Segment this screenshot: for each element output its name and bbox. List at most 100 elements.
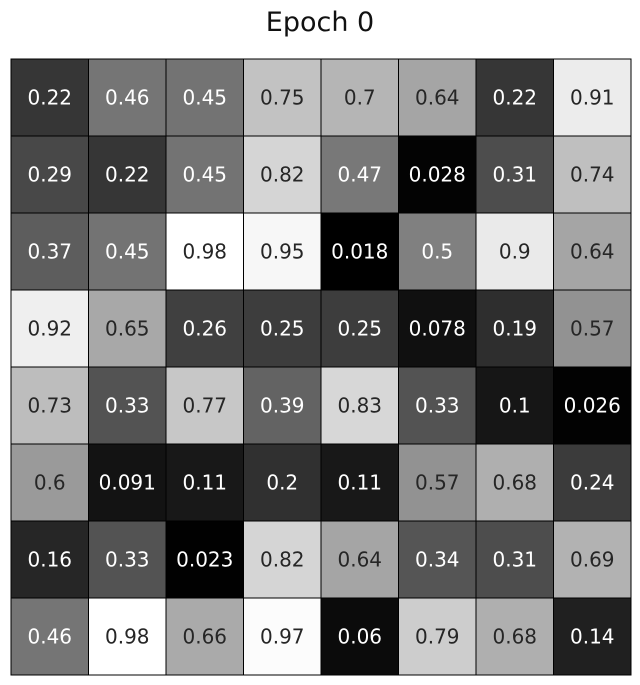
heatmap-cell-r2-c1: [88, 212, 167, 291]
heatmap-value-label-r4-c1: 0.33: [105, 394, 150, 418]
heatmap-cell-r7-c7: [553, 597, 632, 676]
heatmap-value-label-r1-c3: 0.82: [260, 163, 305, 187]
heatmap-value-label-r6-c0: 0.16: [27, 548, 72, 572]
heatmap-cell-r5-c4: [320, 443, 399, 522]
heatmap-value-label-r1-c0: 0.29: [27, 163, 72, 187]
heatmap-cell-r6-c4: [320, 520, 399, 599]
heatmap-cell-r5-c1: [88, 443, 167, 522]
heatmap-cell-r6-c0: [10, 520, 89, 599]
heatmap-value-label-r3-c7: 0.57: [570, 317, 615, 341]
heatmap-cell-r0-c0: [10, 58, 89, 137]
heatmap-cell-r0-c7: [553, 58, 632, 137]
heatmap-cell-r4-c6: [475, 366, 554, 445]
heatmap-cell-r3-c3: [243, 289, 322, 368]
heatmap-value-label-r6-c1: 0.33: [105, 548, 150, 572]
heatmap-cell-r2-c3: [243, 212, 322, 291]
heatmap-value-label-r2-c3: 0.95: [260, 240, 305, 264]
heatmap-value-label-r6-c3: 0.82: [260, 548, 305, 572]
heatmap-value-label-r7-c5: 0.79: [415, 625, 460, 649]
heatmap-value-label-r7-c4: 0.06: [337, 625, 382, 649]
heatmap-value-label-r0-c2: 0.45: [182, 86, 227, 110]
heatmap-cell-r1-c4: [320, 135, 399, 214]
heatmap-value-label-r7-c6: 0.68: [492, 625, 537, 649]
heatmap-cell-r7-c4: [320, 597, 399, 676]
heatmap-cells: [10, 58, 632, 676]
heatmap-value-label-r5-c5: 0.57: [415, 471, 460, 495]
heatmap-cell-r3-c4: [320, 289, 399, 368]
heatmap-cell-r4-c7: [553, 366, 632, 445]
heatmap-value-label-r7-c7: 0.14: [570, 625, 615, 649]
heatmap-value-label-r7-c3: 0.97: [260, 625, 305, 649]
heatmap-value-label-r2-c6: 0.9: [499, 240, 531, 264]
heatmap-value-label-r6-c6: 0.31: [492, 548, 537, 572]
heatmap-value-label-r5-c1: 0.091: [99, 471, 156, 495]
heatmap-value-label-r3-c2: 0.26: [182, 317, 227, 341]
heatmap-cell-r5-c6: [475, 443, 554, 522]
heatmap-value-label-r0-c0: 0.22: [27, 86, 72, 110]
heatmap-value-label-r0-c1: 0.46: [105, 86, 150, 110]
heatmap-value-label-r6-c2: 0.023: [176, 548, 233, 572]
heatmap-value-label-r1-c4: 0.47: [337, 163, 382, 187]
heatmap-value-label-r5-c0: 0.6: [34, 471, 66, 495]
heatmap-cell-r2-c2: [165, 212, 244, 291]
heatmap-cell-r1-c5: [398, 135, 477, 214]
heatmap-cell-r2-c6: [475, 212, 554, 291]
heatmap-cell-r4-c3: [243, 366, 322, 445]
heatmap-value-label-r3-c0: 0.92: [27, 317, 72, 341]
heatmap-cell-r5-c5: [398, 443, 477, 522]
heatmap-value-label-r4-c4: 0.83: [337, 394, 382, 418]
heatmap-value-labels: 0.22 0.46 0.45 0.75 0.7 0.64 0.22 0.91 0.29 0.22 0…: [27, 86, 620, 649]
heatmap-value-label-r7-c2: 0.66: [182, 625, 227, 649]
heatmap-cell-r6-c1: [88, 520, 167, 599]
heatmap-value-label-r4-c5: 0.33: [415, 394, 460, 418]
heatmap-cell-r5-c2: [165, 443, 244, 522]
heatmap-value-label-r5-c6: 0.68: [492, 471, 537, 495]
heatmap-value-label-r0-c5: 0.64: [415, 86, 460, 110]
heatmap-cell-r0-c3: [243, 58, 322, 137]
heatmap-cell-r6-c2: [165, 520, 244, 599]
heatmap-value-label-r3-c6: 0.19: [492, 317, 537, 341]
heatmap-cell-r0-c1: [88, 58, 167, 137]
heatmap-cell-r3-c2: [165, 289, 244, 368]
heatmap-cell-r1-c3: [243, 135, 322, 214]
heatmap-cell-r6-c7: [553, 520, 632, 599]
heatmap-value-label-r3-c3: 0.25: [260, 317, 305, 341]
heatmap-cell-r3-c6: [475, 289, 554, 368]
heatmap-value-label-r0-c3: 0.75: [260, 86, 305, 110]
heatmap-value-label-r1-c6: 0.31: [492, 163, 537, 187]
heatmap-value-label-r2-c5: 0.5: [421, 240, 453, 264]
chart-title: Epoch 0: [265, 7, 375, 38]
heatmap-value-label-r6-c7: 0.69: [570, 548, 615, 572]
heatmap-value-label-r5-c3: 0.2: [266, 471, 298, 495]
heatmap-value-label-r2-c4: 0.018: [331, 240, 388, 264]
heatmap-value-label-r1-c1: 0.22: [105, 163, 150, 187]
heatmap-value-label-r4-c6: 0.1: [499, 394, 531, 418]
heatmap-value-label-r1-c2: 0.45: [182, 163, 227, 187]
heatmap-cell-r1-c1: [88, 135, 167, 214]
heatmap-value-label-r4-c0: 0.73: [27, 394, 72, 418]
heatmap-cell-r4-c2: [165, 366, 244, 445]
heatmap-cell-r1-c7: [553, 135, 632, 214]
heatmap-value-label-r1-c5: 0.028: [409, 163, 466, 187]
heatmap-value-label-r0-c7: 0.91: [570, 86, 615, 110]
heatmap-value-label-r3-c1: 0.65: [105, 317, 150, 341]
heatmap-value-label-r2-c1: 0.45: [105, 240, 150, 264]
heatmap-value-label-r4-c7: 0.026: [564, 394, 621, 418]
heatmap-cell-r4-c5: [398, 366, 477, 445]
heatmap-value-label-r4-c3: 0.39: [260, 394, 305, 418]
heatmap-cell-r0-c4: [320, 58, 399, 137]
heatmap-cell-r6-c5: [398, 520, 477, 599]
heatmap-value-label-r0-c6: 0.22: [492, 86, 537, 110]
heatmap-value-label-r5-c2: 0.11: [182, 471, 227, 495]
heatmap-cell-r2-c4: [320, 212, 399, 291]
heatmap-value-label-r6-c5: 0.34: [415, 548, 460, 572]
heatmap-value-label-r0-c4: 0.7: [344, 86, 376, 110]
heatmap-value-label-r4-c2: 0.77: [182, 394, 227, 418]
heatmap-value-label-r3-c4: 0.25: [337, 317, 382, 341]
heatmap-cell-r0-c5: [398, 58, 477, 137]
heatmap-value-label-r7-c1: 0.98: [105, 625, 150, 649]
heatmap-cell-r3-c0: [10, 289, 89, 368]
heatmap-cell-r5-c7: [553, 443, 632, 522]
plot-frame: [10, 58, 632, 676]
